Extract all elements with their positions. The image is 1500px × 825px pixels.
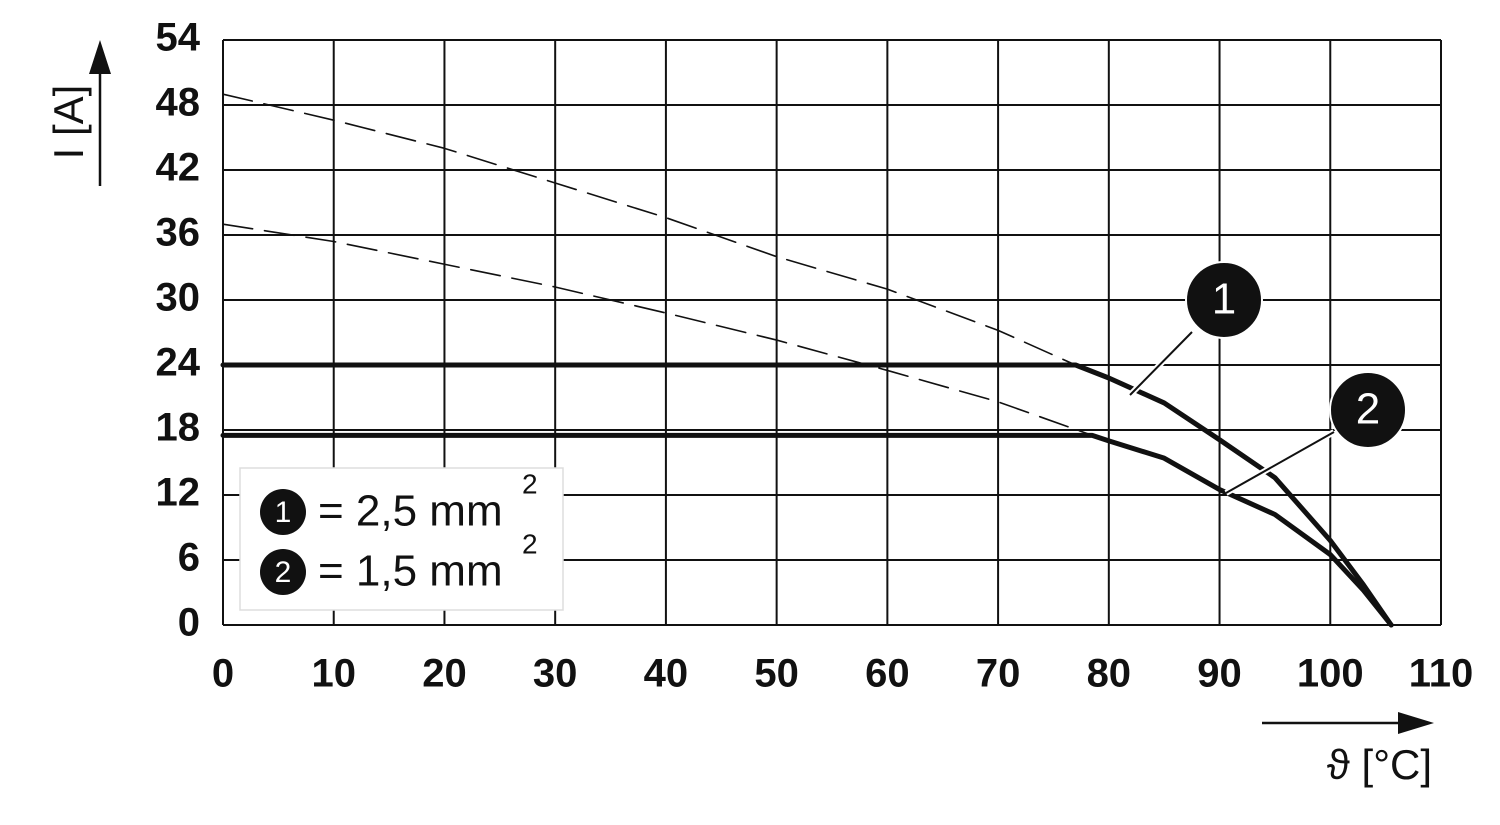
y-tick-label: 36 [156, 211, 201, 255]
y-tick-label: 6 [178, 536, 200, 580]
curves [220, 93, 1394, 628]
callout-marker [1185, 261, 1263, 339]
x-tick-label: 40 [644, 652, 689, 696]
callout-leader [1129, 331, 1193, 396]
x-tick-label: 80 [1087, 652, 1132, 696]
legend-superscript: 2 [522, 528, 538, 559]
x-tick-label: 60 [865, 652, 910, 696]
derating-curve [220, 432, 1394, 628]
x-tick-label: 0 [212, 652, 234, 696]
y-tick-label: 54 [156, 16, 201, 60]
y-axis-arrowhead [89, 40, 111, 74]
tick-labels: 0 10 20 30 40 50 60 70 80 90 100 110061218243036424… [156, 16, 1474, 696]
x-tick-label: 110 [1409, 652, 1474, 696]
y-tick-label: 30 [156, 276, 201, 320]
dashed-curve [222, 223, 1094, 437]
x-axis-label: ϑ [°C] [1327, 741, 1432, 788]
legend-label: = 2,5 mm [318, 487, 503, 536]
x-axis-arrowhead [1398, 712, 1434, 734]
x-tick-label: 100 [1297, 652, 1364, 696]
legend-marker-label: 2 [275, 556, 292, 589]
callout-label: 1 [1212, 275, 1236, 324]
callout-marker [1329, 371, 1407, 449]
x-tick-label: 50 [754, 652, 799, 696]
x-tick-label: 30 [533, 652, 578, 696]
y-tick-label: 48 [156, 81, 201, 125]
legend-label: = 1,5 mm [318, 547, 503, 596]
x-tick-label: 20 [422, 652, 467, 696]
y-tick-label: 18 [156, 406, 201, 450]
callout-leader [1225, 431, 1335, 494]
x-tick-label: 10 [311, 652, 356, 696]
y-tick-label: 12 [156, 471, 201, 515]
derating-curve [220, 362, 1394, 628]
x-tick-label: 70 [976, 652, 1021, 696]
legend-marker [260, 489, 306, 535]
y-tick-label: 24 [156, 341, 201, 385]
callout-label: 2 [1356, 385, 1380, 434]
legend-marker-label: 1 [275, 496, 292, 529]
legend-marker [260, 549, 306, 595]
y-tick-label: 0 [178, 601, 200, 645]
x-tick-label: 90 [1197, 652, 1242, 696]
y-tick-label: 42 [156, 146, 201, 190]
y-axis-label: I [A] [45, 85, 92, 160]
legend: 1 = 2,5 mm 2 2 = 1,5 mm 2 [260, 468, 538, 596]
legend-superscript: 2 [522, 468, 538, 499]
callouts: 12 [1127, 261, 1407, 496]
dashed-curve [222, 93, 1077, 366]
